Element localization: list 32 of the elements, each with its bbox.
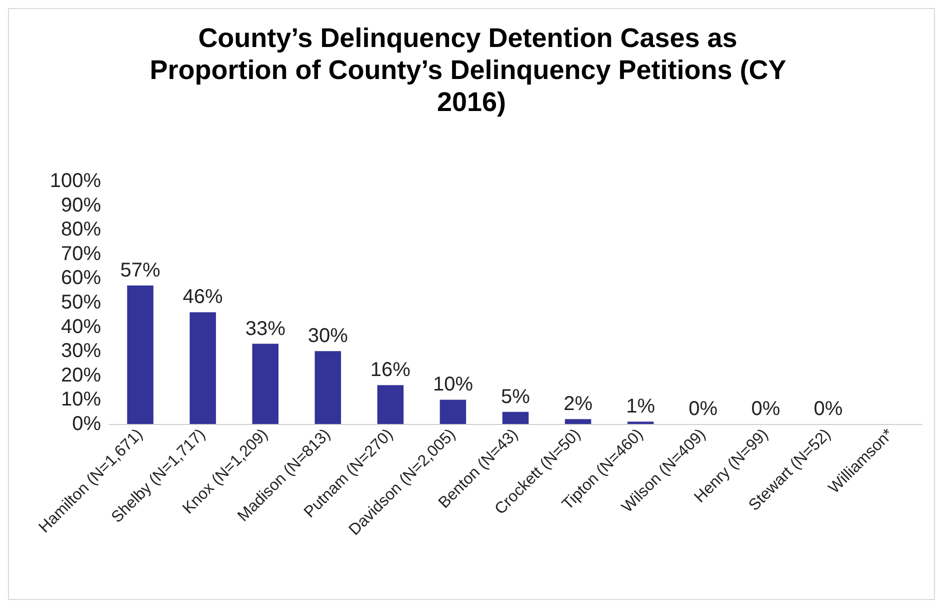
bar (377, 385, 404, 424)
y-tick-label: 70% (60, 242, 102, 265)
data-label: 57% (120, 259, 160, 282)
y-tick-label: 20% (60, 364, 102, 386)
y-tick-label: 40% (60, 316, 102, 338)
bar (190, 312, 216, 424)
data-label: 2% (564, 393, 593, 416)
bar (314, 351, 342, 424)
data-label: 10% (432, 374, 474, 396)
bar (127, 285, 154, 424)
y-tick-label: 60% (60, 267, 102, 290)
data-label: 30% (308, 325, 348, 348)
data-label: 0% (814, 398, 843, 420)
data-label: 46% (182, 286, 224, 308)
bar (252, 344, 278, 424)
data-label: 0% (688, 398, 718, 420)
data-label: 33% (245, 318, 286, 340)
data-label: 16% (370, 359, 411, 382)
y-tick-label: 0% (72, 413, 102, 435)
bar (502, 412, 529, 424)
bar (440, 400, 466, 424)
y-tick-label: 30% (60, 340, 102, 362)
y-tick-label: 10% (60, 388, 102, 411)
bar (564, 419, 592, 424)
data-label: 1% (626, 396, 656, 418)
y-tick-label: 80% (60, 218, 102, 241)
chart-title: County’s Delinquency Detention Cases as Proportion of County’s Delinquency Petitions (CY 2016) (150, 23, 794, 117)
y-tick-label: 50% (60, 292, 102, 314)
data-label: 5% (501, 386, 530, 408)
y-tick-label: 100% (50, 170, 102, 192)
data-label: 0% (751, 398, 780, 420)
y-tick-label: 90% (60, 194, 102, 216)
